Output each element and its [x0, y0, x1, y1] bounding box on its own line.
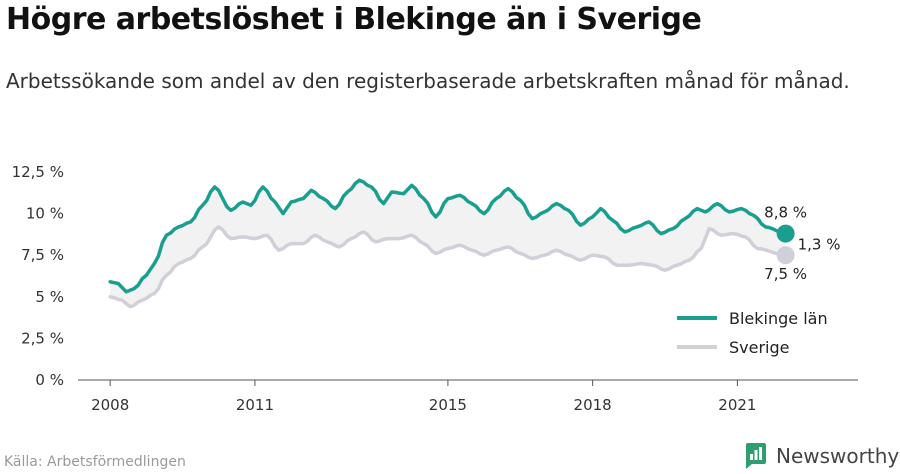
newsworthy-icon [746, 443, 766, 469]
x-tick-label: 2011 [236, 396, 274, 414]
x-axis: 2008 2011 2015 2018 2021 [78, 379, 858, 414]
end-point-blekinge [776, 224, 795, 243]
end-label-sverige: 7,5 % [764, 265, 807, 283]
x-tick-label: 2008 [91, 396, 129, 414]
series-line-sverige [108, 225, 788, 309]
legend-label-sverige: Sverige [729, 338, 790, 357]
y-tick-label: 5 % [35, 288, 64, 306]
brand-name: Newsworthy [776, 444, 900, 468]
y-axis: 0 % 2,5 % 5 % 7,5 % 10 % 12,5 % [12, 163, 64, 389]
chart-title: Högre arbetslöshet i Blekinge än i Sveri… [6, 2, 702, 37]
x-tick-label: 2021 [718, 396, 756, 414]
chart-subtitle: Arbetssökande som andel av den registerb… [6, 69, 850, 93]
series-line-blekinge [108, 178, 788, 294]
y-tick-label: 2,5 % [21, 329, 64, 347]
y-tick-label: 12,5 % [12, 163, 64, 181]
brand-logo: Newsworthy [744, 440, 899, 472]
end-point-sverige [776, 246, 795, 265]
difference-label: 1,3 % [798, 235, 841, 253]
x-tick-label: 2018 [574, 396, 612, 414]
difference-area [110, 180, 786, 307]
legend: Blekinge län Sverige [668, 300, 858, 370]
end-label-blekinge: 8,8 % [764, 204, 807, 222]
y-tick-label: 10 % [26, 205, 64, 223]
x-tick-label: 2015 [429, 396, 467, 414]
source-note: Källa: Arbetsförmedlingen [4, 454, 186, 470]
y-tick-label: 0 % [35, 371, 64, 389]
y-tick-label: 7,5 % [21, 246, 64, 264]
legend-label-blekinge: Blekinge län [729, 309, 828, 328]
legend-background [668, 300, 858, 370]
